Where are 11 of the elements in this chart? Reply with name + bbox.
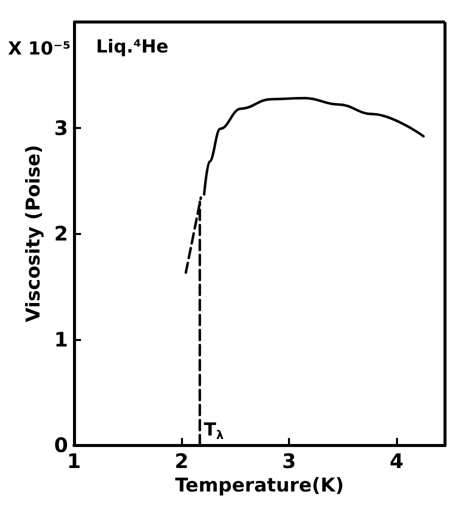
y-tick-label: 1 [54, 327, 68, 352]
y-tick-label: 2 [54, 222, 68, 246]
annotation: Liq.⁴He [96, 36, 169, 58]
x-tick-label: 4 [390, 449, 404, 473]
y-axis-title: Viscosity (Poise) [22, 144, 45, 322]
x-tick-label: 3 [282, 449, 296, 473]
text: X 10⁻⁵ [8, 38, 71, 60]
y-tick-label: 0 [54, 433, 68, 457]
x-tick-label: 2 [174, 449, 188, 473]
y-tick-label: 3 [54, 116, 68, 140]
x-axis-title: Temperature(K) [175, 474, 344, 496]
